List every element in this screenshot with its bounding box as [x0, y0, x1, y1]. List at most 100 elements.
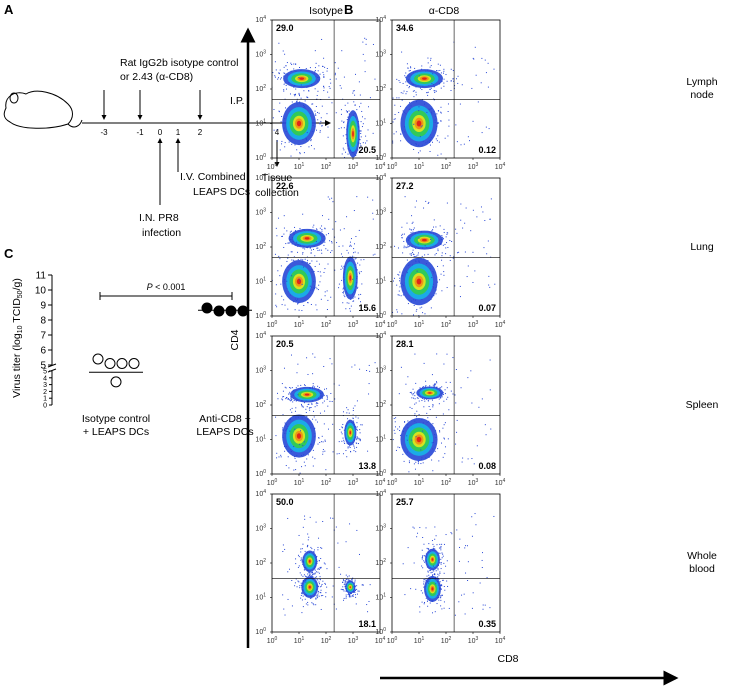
- event-dot: [429, 406, 430, 407]
- event-dot: [399, 278, 400, 279]
- event-dot: [352, 93, 353, 94]
- event-dot: [304, 152, 305, 153]
- density: [349, 275, 351, 281]
- event-dot: [360, 166, 361, 167]
- event-dot: [341, 432, 342, 433]
- event-dot: [440, 559, 441, 560]
- event-dot: [400, 322, 401, 323]
- event-dot: [288, 399, 289, 400]
- event-dot: [361, 111, 362, 112]
- event-dot: [358, 294, 359, 295]
- category-line: + LEAPS DCs: [61, 426, 171, 439]
- event-dot: [403, 563, 404, 564]
- event-dot: [419, 527, 420, 528]
- event-dot: [287, 518, 288, 519]
- flow-plot: 29.020.5100100101101102102103103104104: [255, 15, 385, 178]
- event-dot: [356, 585, 357, 586]
- event-dot: [467, 545, 468, 546]
- density: [431, 587, 433, 590]
- event-dot: [342, 267, 343, 268]
- event-dot: [276, 69, 277, 70]
- event-dot: [398, 112, 399, 113]
- event-dot: [473, 121, 474, 122]
- event-dot: [357, 288, 358, 289]
- event-dot: [352, 176, 353, 177]
- tick-exponent: 0: [383, 627, 386, 633]
- event-dot: [443, 364, 444, 365]
- event-dot: [300, 259, 301, 260]
- tick-base: 10: [267, 638, 275, 645]
- event-dot: [356, 317, 357, 318]
- y-tick-label: 104: [375, 15, 386, 24]
- event-dot: [320, 271, 321, 272]
- y-tick-label: 102: [375, 558, 386, 567]
- event-dot: [415, 300, 416, 301]
- event-dot: [464, 594, 465, 595]
- event-dot: [426, 527, 427, 528]
- event-dot: [276, 453, 277, 454]
- event-dot: [343, 411, 344, 412]
- event-dot: [290, 93, 291, 94]
- event-dot: [325, 584, 326, 585]
- tick-base: 10: [441, 164, 449, 171]
- event-dot: [345, 450, 346, 451]
- event-dot: [448, 409, 449, 410]
- y-tick-label: 6: [40, 346, 46, 357]
- event-dot: [303, 606, 304, 607]
- event-dot: [396, 97, 397, 98]
- event-dot: [432, 470, 433, 471]
- event-dot: [286, 230, 287, 231]
- event-dot: [323, 74, 324, 75]
- event-dot: [321, 253, 322, 254]
- event-dot: [437, 448, 438, 449]
- event-dot: [288, 394, 289, 395]
- event-dot: [432, 229, 433, 230]
- event-dot: [346, 407, 347, 408]
- event-dot: [359, 273, 360, 274]
- event-dot: [359, 369, 360, 370]
- event-dot: [426, 112, 427, 113]
- event-dot: [320, 413, 321, 414]
- event-dot: [322, 454, 323, 455]
- event-dot: [274, 75, 275, 76]
- event-dot: [349, 446, 350, 447]
- event-dot: [488, 276, 489, 277]
- event-dot: [318, 538, 319, 539]
- event-dot: [405, 196, 406, 197]
- event-dot: [446, 354, 447, 355]
- event-dot: [286, 446, 287, 447]
- event-dot: [308, 404, 309, 405]
- event-dot: [422, 537, 423, 538]
- tick-base: 10: [375, 402, 383, 409]
- event-dot: [412, 232, 413, 233]
- event-dot: [343, 148, 344, 149]
- event-dot: [352, 418, 353, 419]
- event-dot: [439, 573, 440, 574]
- event-dot: [344, 272, 345, 273]
- data-point: [129, 359, 139, 369]
- event-dot: [444, 453, 445, 454]
- event-dot: [346, 456, 347, 457]
- event-dot: [351, 238, 352, 239]
- event-dot: [312, 353, 313, 354]
- event-dot: [422, 567, 423, 568]
- event-dot: [269, 308, 270, 309]
- day-labels: -3 -1 0 1 2 4: [100, 128, 279, 137]
- event-dot: [432, 574, 433, 575]
- event-dot: [440, 107, 441, 108]
- category-line: Isotype control: [61, 413, 171, 426]
- event-dot: [283, 396, 284, 397]
- event-dot: [315, 406, 316, 407]
- event-dot: [348, 154, 349, 155]
- event-dot: [478, 407, 479, 408]
- event-dot: [341, 109, 342, 110]
- event-dot: [431, 317, 432, 318]
- tick-exponent: 3: [263, 524, 266, 530]
- flow-plot: 28.10.08100100101101102102103103104104: [375, 331, 505, 487]
- event-dot: [356, 158, 357, 159]
- event-dot: [443, 229, 444, 230]
- event-dot: [353, 594, 354, 595]
- event-dot: [286, 281, 287, 282]
- density: [422, 239, 427, 241]
- event-dot: [298, 385, 299, 386]
